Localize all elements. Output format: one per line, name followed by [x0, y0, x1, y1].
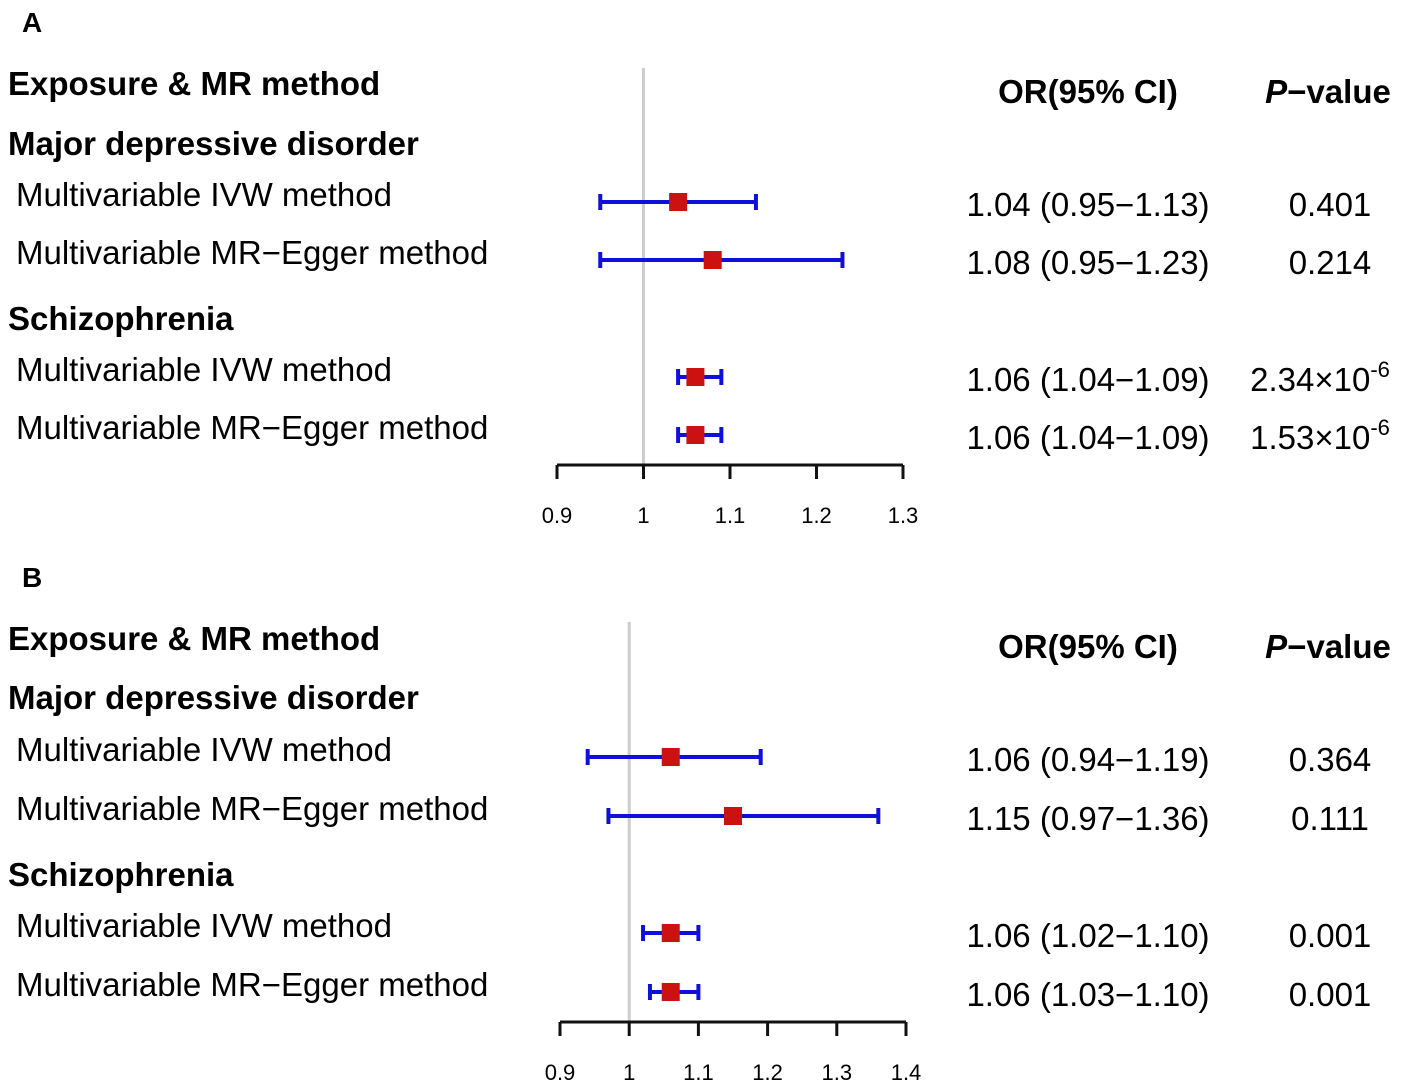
x-axis-tick-label: 1.3 [888, 503, 919, 528]
header-exposure-method: Exposure & MR method [8, 65, 380, 102]
header-or-ci: OR(95% CI) [998, 628, 1178, 665]
or-ci-value: 1.08 (0.95−1.23) [966, 244, 1209, 281]
p-value: 0.001 [1289, 976, 1372, 1013]
x-axis-tick-label: 1.2 [752, 1060, 783, 1085]
p-value-base: 0.214 [1289, 244, 1372, 281]
group-label: Schizophrenia [8, 856, 234, 893]
row-label: Multivariable MR−Egger method [16, 966, 488, 1003]
or-ci-value: 1.04 (0.95−1.13) [966, 186, 1209, 223]
p-value-base: 0.364 [1289, 741, 1372, 778]
row-label: Multivariable MR−Egger method [16, 409, 488, 446]
header-p-value: P−value [1265, 628, 1391, 665]
point-estimate [686, 368, 705, 386]
p-value: 1.53×10-6 [1250, 415, 1390, 456]
header-p-rest: −value [1287, 73, 1391, 110]
p-value-base: 0.111 [1291, 800, 1369, 837]
panel-letter-B: B [22, 562, 42, 593]
x-axis-tick-label: 1.3 [822, 1060, 853, 1085]
row-label: Multivariable MR−Egger method [16, 234, 488, 271]
header-p-rest: −value [1287, 628, 1391, 665]
header-exposure-method: Exposure & MR method [8, 620, 380, 657]
header-p-value: P−value [1265, 73, 1391, 110]
point-estimate [661, 983, 680, 1001]
x-axis-tick-label: 1.1 [683, 1060, 714, 1085]
group-label: Schizophrenia [8, 300, 234, 337]
header-p-italic: P [1265, 628, 1288, 665]
x-axis-tick-label: 0.9 [542, 503, 573, 528]
p-value-base: 1.53×10 [1250, 419, 1370, 456]
point-estimate [703, 251, 722, 269]
p-value-base: 0.001 [1289, 976, 1372, 1013]
group-label: Major depressive disorder [8, 679, 419, 716]
x-axis-tick-label: 0.9 [545, 1060, 576, 1085]
p-value-exponent: -6 [1370, 357, 1390, 382]
point-estimate [661, 924, 680, 942]
x-axis-tick-label: 1.2 [801, 503, 832, 528]
p-value-base: 2.34×10 [1250, 361, 1370, 398]
p-value-base: 0.401 [1289, 186, 1372, 223]
row-label: Multivariable MR−Egger method [16, 790, 488, 827]
x-axis-tick-label: 1 [623, 1060, 635, 1085]
p-value: 2.34×10-6 [1250, 357, 1390, 398]
row-label: Multivariable IVW method [16, 731, 392, 768]
or-ci-value: 1.06 (1.02−1.10) [966, 917, 1209, 954]
x-axis-tick-label: 1.1 [715, 503, 746, 528]
or-ci-value: 1.06 (0.94−1.19) [966, 741, 1209, 778]
point-estimate [669, 193, 688, 211]
p-value: 0.364 [1289, 741, 1372, 778]
row-label: Multivariable IVW method [16, 176, 392, 213]
or-ci-value: 1.15 (0.97−1.36) [966, 800, 1209, 837]
p-value-exponent: -6 [1370, 415, 1390, 440]
or-ci-value: 1.06 (1.04−1.09) [966, 419, 1209, 456]
point-estimate [724, 807, 742, 825]
or-ci-value: 1.06 (1.04−1.09) [966, 361, 1209, 398]
p-value: 0.111 [1291, 800, 1369, 837]
p-value-base: 0.001 [1289, 917, 1372, 954]
p-value: 0.401 [1289, 186, 1372, 223]
row-label: Multivariable IVW method [16, 351, 392, 388]
panel-letter-A: A [22, 7, 42, 38]
point-estimate [686, 426, 705, 444]
p-value: 0.001 [1289, 917, 1372, 954]
point-estimate [661, 748, 680, 766]
row-label: Multivariable IVW method [16, 907, 392, 944]
group-label: Major depressive disorder [8, 125, 419, 162]
or-ci-value: 1.06 (1.03−1.10) [966, 976, 1209, 1013]
header-or-ci: OR(95% CI) [998, 73, 1178, 110]
x-axis-tick-label: 1.4 [891, 1060, 922, 1085]
x-axis-tick-label: 1 [637, 503, 649, 528]
p-value: 0.214 [1289, 244, 1372, 281]
header-p-italic: P [1265, 73, 1288, 110]
